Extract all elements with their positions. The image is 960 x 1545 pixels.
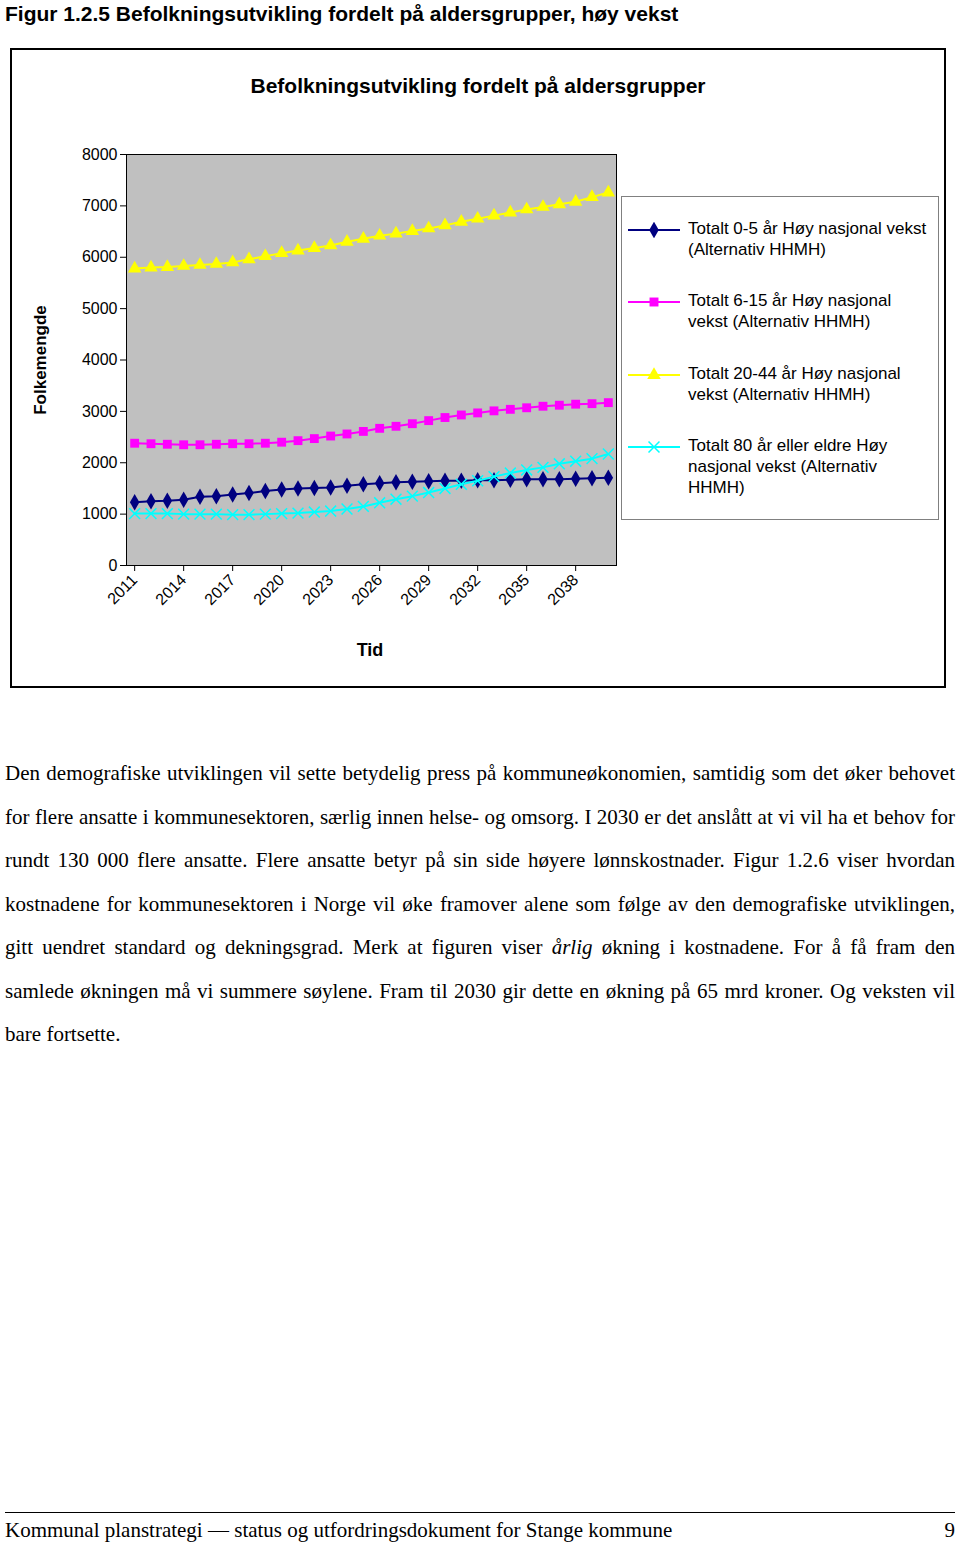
svg-text:2000: 2000 <box>82 454 118 471</box>
html-text:9: 9 <box>944 1518 955 1542</box>
svg-text:2020: 2020 <box>250 571 287 608</box>
svg-text:4000: 4000 <box>82 351 118 368</box>
svg-text:1000: 1000 <box>82 505 118 522</box>
svg-text:2017: 2017 <box>201 571 238 608</box>
svg-text:2032: 2032 <box>446 571 483 608</box>
svg-text:2011: 2011 <box>104 571 140 607</box>
svg-text:2038: 2038 <box>544 571 581 608</box>
svg-text:8000: 8000 <box>82 146 118 163</box>
svg-text:2029: 2029 <box>397 571 434 608</box>
svg-text:2026: 2026 <box>348 571 385 608</box>
html-text:Befolkningsutvikling fordelt p: Befolkningsutvikling fordelt på aldersgr… <box>250 74 706 97</box>
svg-text:2035: 2035 <box>495 571 532 608</box>
html-text:Folkemengde: Folkemengde <box>31 305 50 415</box>
svg-text:2023: 2023 <box>299 571 336 608</box>
html-text:Tid: Tid <box>356 640 384 660</box>
html-text:Totalt 6-15 år Høy nasjonal ve: Totalt 6-15 år Høy nasjonal vekst (Alter… <box>688 291 892 332</box>
svg-text:3000: 3000 <box>82 402 118 419</box>
svg-text:0: 0 <box>109 557 118 574</box>
html-text:Den demografiske utviklingen v: Den demografiske utviklingen vil sette b… <box>5 761 955 1046</box>
html-text:Totalt 20-44 år Høy nasjonal v: Totalt 20-44 år Høy nasjonal vekst (Alte… <box>688 363 901 404</box>
html-text:Totalt 0-5 år Høy nasjonal vek: Totalt 0-5 år Høy nasjonal vekst (Altern… <box>688 219 927 260</box>
svg-text:5000: 5000 <box>82 300 118 317</box>
html-text:Figur 1.2.5 Befolkningsutvikli: Figur 1.2.5 Befolkningsutvikling fordelt… <box>5 2 679 25</box>
svg-text:7000: 7000 <box>82 197 118 214</box>
html-text:Totalt 80 år eller eldre Høy n: Totalt 80 år eller eldre Høy nasjonal ve… <box>688 435 888 497</box>
svg-text:6000: 6000 <box>82 248 118 265</box>
html-text:Kommunal planstrategi — status: Kommunal planstrategi — status og utford… <box>5 1518 673 1542</box>
svg-text:2014: 2014 <box>152 571 189 608</box>
